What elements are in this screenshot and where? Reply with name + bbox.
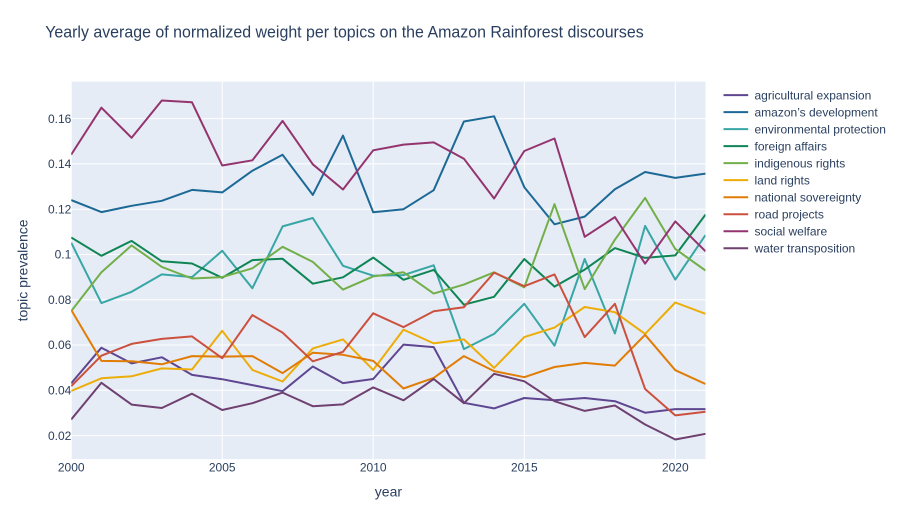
svg-text:2000: 2000 — [58, 461, 85, 475]
svg-text:0.1: 0.1 — [55, 248, 72, 262]
svg-text:Yearly average of normalized w: Yearly average of normalized weight per … — [45, 23, 644, 42]
svg-text:0.14: 0.14 — [48, 157, 72, 171]
svg-text:topic prevalence: topic prevalence — [15, 219, 31, 321]
svg-text:2015: 2015 — [511, 461, 538, 475]
svg-text:indigenous rights: indigenous rights — [755, 156, 846, 170]
svg-text:0.16: 0.16 — [48, 112, 72, 126]
svg-text:2010: 2010 — [360, 461, 387, 475]
svg-text:0.08: 0.08 — [48, 293, 72, 307]
svg-text:year: year — [375, 484, 403, 500]
svg-text:foreign affairs: foreign affairs — [755, 139, 828, 153]
svg-text:0.04: 0.04 — [48, 384, 72, 398]
svg-text:environmental protection: environmental protection — [755, 122, 886, 136]
svg-text:2020: 2020 — [662, 461, 689, 475]
svg-text:2005: 2005 — [209, 461, 236, 475]
svg-text:water transposition: water transposition — [754, 241, 856, 255]
svg-text:road projects: road projects — [755, 207, 824, 221]
svg-text:0.02: 0.02 — [48, 429, 72, 443]
svg-text:0.12: 0.12 — [48, 202, 72, 216]
svg-text:land rights: land rights — [755, 173, 810, 187]
svg-text:amazon’s development: amazon’s development — [755, 105, 879, 119]
svg-text:national sovereignty: national sovereignty — [755, 190, 862, 204]
svg-text:agricultural expansion: agricultural expansion — [755, 88, 872, 102]
svg-text:social welfare: social welfare — [755, 224, 828, 238]
svg-text:0.06: 0.06 — [48, 338, 72, 352]
